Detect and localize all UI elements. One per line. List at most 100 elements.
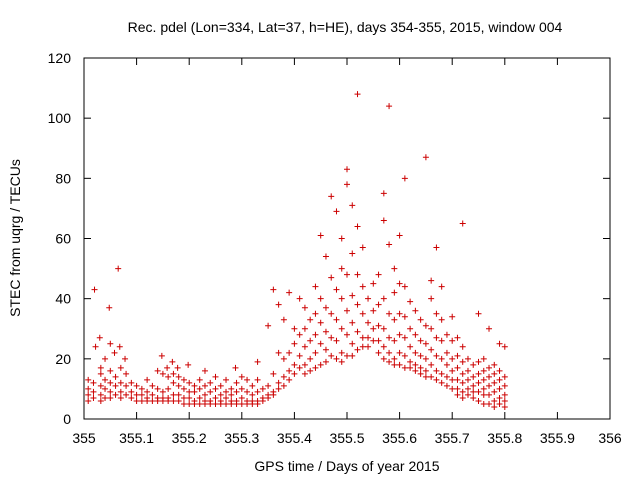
data-point <box>428 325 435 332</box>
data-point <box>449 337 456 344</box>
data-point <box>454 364 461 371</box>
data-point <box>459 394 466 401</box>
data-point <box>228 400 235 407</box>
data-point <box>317 232 324 239</box>
data-point <box>170 391 177 398</box>
data-point <box>175 391 182 398</box>
data-point <box>401 283 408 290</box>
data-point <box>464 391 471 398</box>
data-point <box>454 391 461 398</box>
data-point <box>412 307 419 314</box>
data-point <box>244 388 251 395</box>
data-point <box>217 400 224 407</box>
data-point <box>244 376 251 383</box>
data-point <box>165 373 172 380</box>
data-point <box>312 310 319 317</box>
data-point <box>254 388 261 395</box>
data-point <box>486 400 493 407</box>
data-point <box>301 325 308 332</box>
data-point <box>486 382 493 389</box>
data-point <box>354 271 361 278</box>
data-point <box>338 265 345 272</box>
data-point <box>470 394 477 401</box>
data-point <box>112 382 119 389</box>
data-point <box>433 310 440 317</box>
data-point <box>401 352 408 359</box>
data-point <box>296 295 303 302</box>
data-point <box>180 385 187 392</box>
data-point <box>275 385 282 392</box>
data-point <box>354 91 361 98</box>
x-tick-label: 355.1 <box>119 430 154 446</box>
data-point <box>191 388 198 395</box>
data-point <box>301 361 308 368</box>
data-point <box>322 346 329 353</box>
data-point <box>111 349 118 356</box>
data-point <box>433 376 440 383</box>
data-point <box>322 358 329 365</box>
data-point <box>207 400 214 407</box>
data-point <box>501 391 508 398</box>
y-tick-label: 60 <box>55 231 71 247</box>
data-point <box>123 370 130 377</box>
data-point <box>291 361 298 368</box>
data-point <box>138 391 145 398</box>
data-point <box>123 391 130 398</box>
data-point <box>486 325 493 332</box>
data-point <box>496 385 503 392</box>
data-point <box>449 376 456 383</box>
data-point <box>422 154 429 161</box>
data-point <box>291 340 298 347</box>
data-point <box>391 361 398 368</box>
data-point <box>501 397 508 404</box>
data-point <box>428 346 435 353</box>
data-point <box>386 241 393 248</box>
data-point <box>470 382 477 389</box>
data-point <box>180 376 187 383</box>
data-point <box>322 304 329 311</box>
data-point <box>370 280 377 287</box>
y-tick-label: 100 <box>48 110 72 126</box>
data-point <box>486 373 493 380</box>
data-point <box>480 385 487 392</box>
data-point <box>454 352 461 359</box>
data-point <box>322 253 329 260</box>
data-point <box>417 352 424 359</box>
data-point <box>370 307 377 314</box>
data-point <box>391 355 398 362</box>
data-point <box>280 355 287 362</box>
data-point <box>238 373 245 380</box>
data-point <box>333 208 340 215</box>
data-point <box>164 364 171 371</box>
data-point <box>338 295 345 302</box>
data-point <box>91 286 98 293</box>
data-point <box>233 388 240 395</box>
data-point <box>196 385 203 392</box>
data-point <box>286 376 293 383</box>
data-point <box>449 355 456 362</box>
data-point <box>433 244 440 251</box>
data-point <box>238 400 245 407</box>
data-point <box>391 316 398 323</box>
data-point <box>496 400 503 407</box>
data-point <box>307 355 314 362</box>
data-point <box>412 367 419 374</box>
data-point <box>97 370 104 377</box>
data-point <box>344 181 350 188</box>
data-point <box>401 364 408 371</box>
data-point <box>459 388 466 395</box>
data-point <box>475 370 482 377</box>
data-point <box>417 316 424 323</box>
data-point <box>438 316 445 323</box>
data-point <box>470 388 477 395</box>
data-point <box>464 385 471 392</box>
data-point <box>496 394 503 401</box>
data-point <box>90 394 97 401</box>
data-point <box>328 310 335 317</box>
data-point <box>396 349 403 356</box>
data-point <box>223 388 230 395</box>
data-point <box>349 292 356 299</box>
data-point <box>486 391 493 398</box>
x-tick-label: 355.9 <box>540 430 575 446</box>
data-point <box>85 391 92 398</box>
